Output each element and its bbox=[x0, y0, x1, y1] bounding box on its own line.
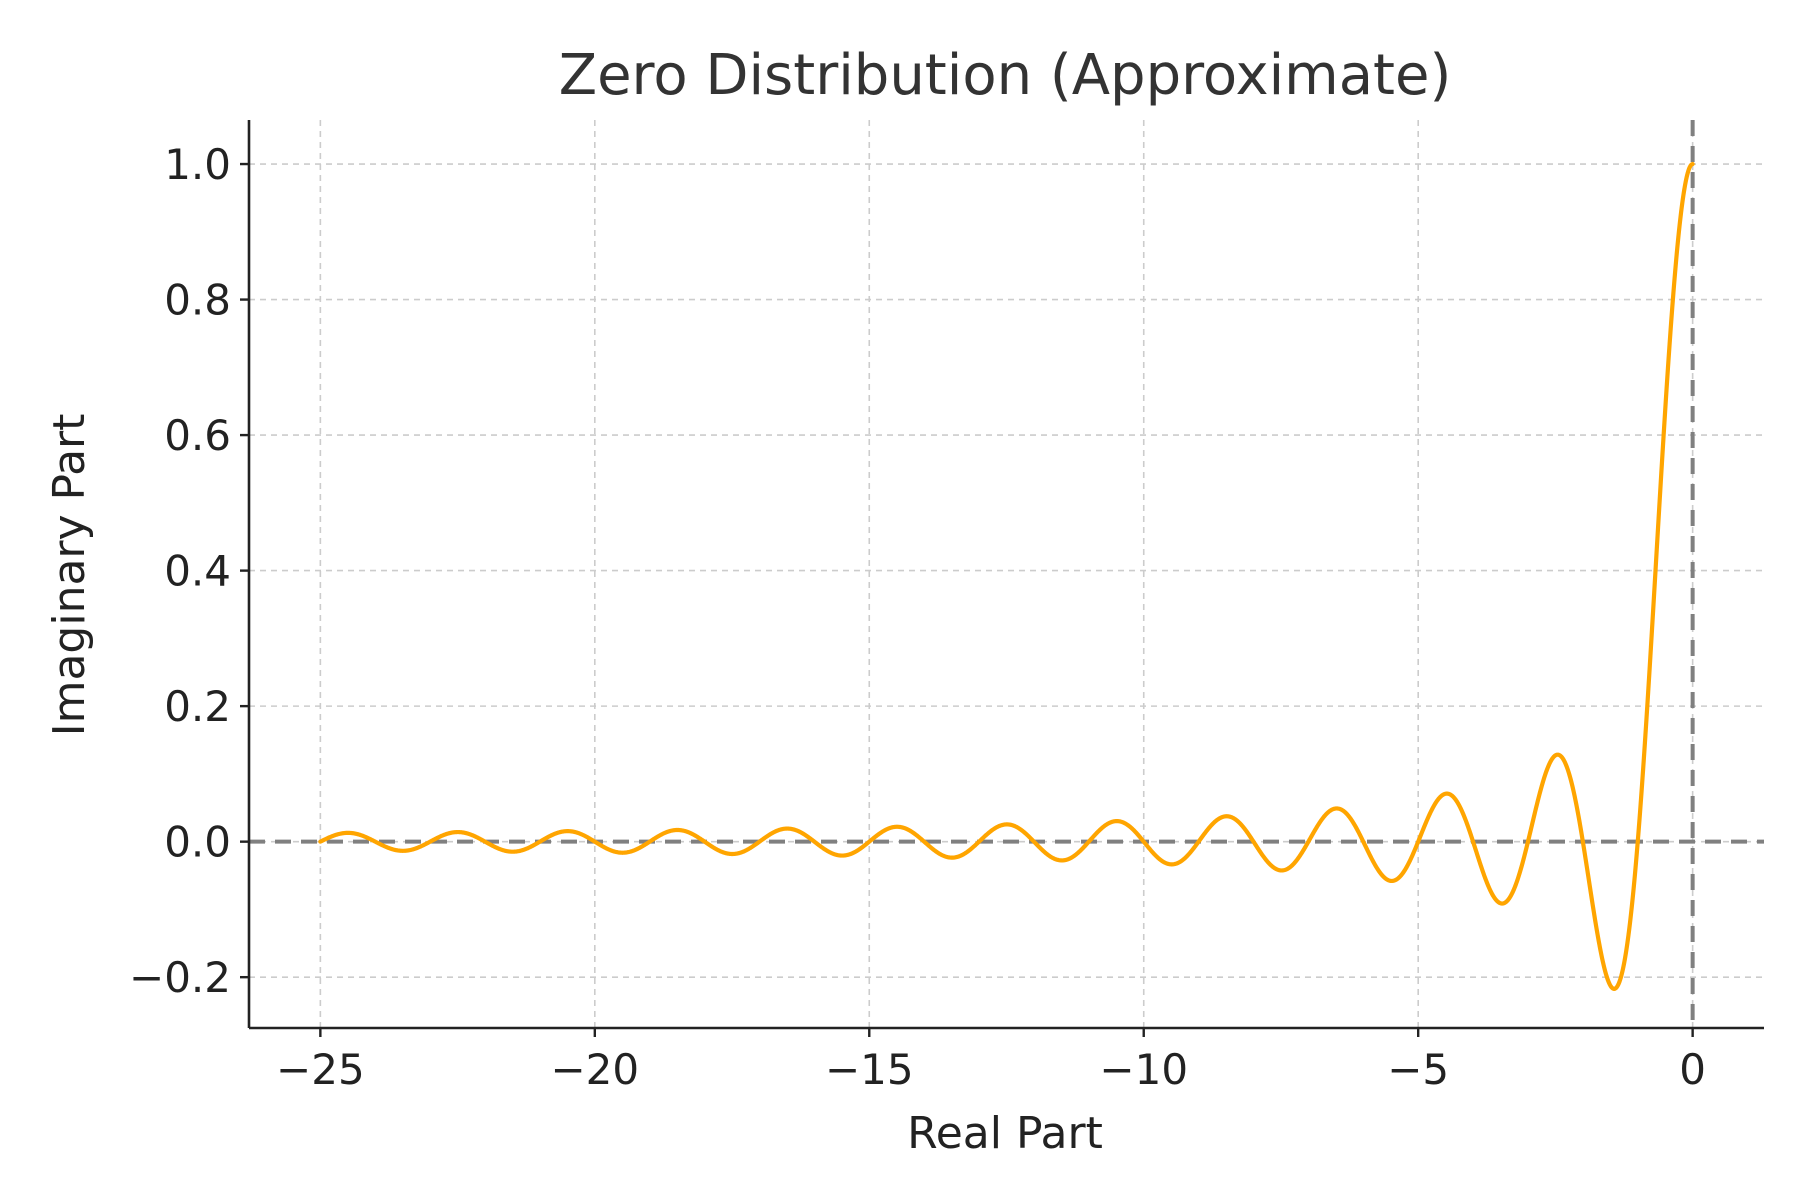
x-tick-label: −20 bbox=[550, 1045, 639, 1094]
series-line-0 bbox=[318, 161, 1695, 991]
axes: −25 −20 −15 −10 −5 0 −0.2 0.0 0.2 0.4 0.6 0.8 1.0 bbox=[129, 120, 1764, 1094]
x-axis-label: Real Part bbox=[907, 1108, 1103, 1159]
y-tick-label: 1.0 bbox=[164, 140, 231, 189]
y-tick-label: −0.2 bbox=[129, 953, 231, 1002]
y-tick-label: 0.0 bbox=[164, 818, 231, 867]
x-tick-label: −15 bbox=[825, 1045, 914, 1094]
y-tick-label: 0.6 bbox=[164, 411, 231, 460]
y-axis-label: Imaginary Part bbox=[44, 414, 95, 737]
series bbox=[318, 161, 1695, 991]
y-tick-label: 0.4 bbox=[164, 547, 231, 596]
reference-lines bbox=[249, 120, 1764, 1028]
x-tick-label: 0 bbox=[1679, 1045, 1706, 1094]
x-tick-label: −25 bbox=[276, 1045, 365, 1094]
x-tick-label: −5 bbox=[1387, 1045, 1449, 1094]
y-tick-label: 0.8 bbox=[164, 276, 231, 325]
chart-title: Zero Distribution (Approximate) bbox=[559, 43, 1452, 108]
grid bbox=[249, 120, 1764, 1028]
x-tick-label: −10 bbox=[1099, 1045, 1188, 1094]
y-tick-label: 0.2 bbox=[164, 682, 231, 731]
